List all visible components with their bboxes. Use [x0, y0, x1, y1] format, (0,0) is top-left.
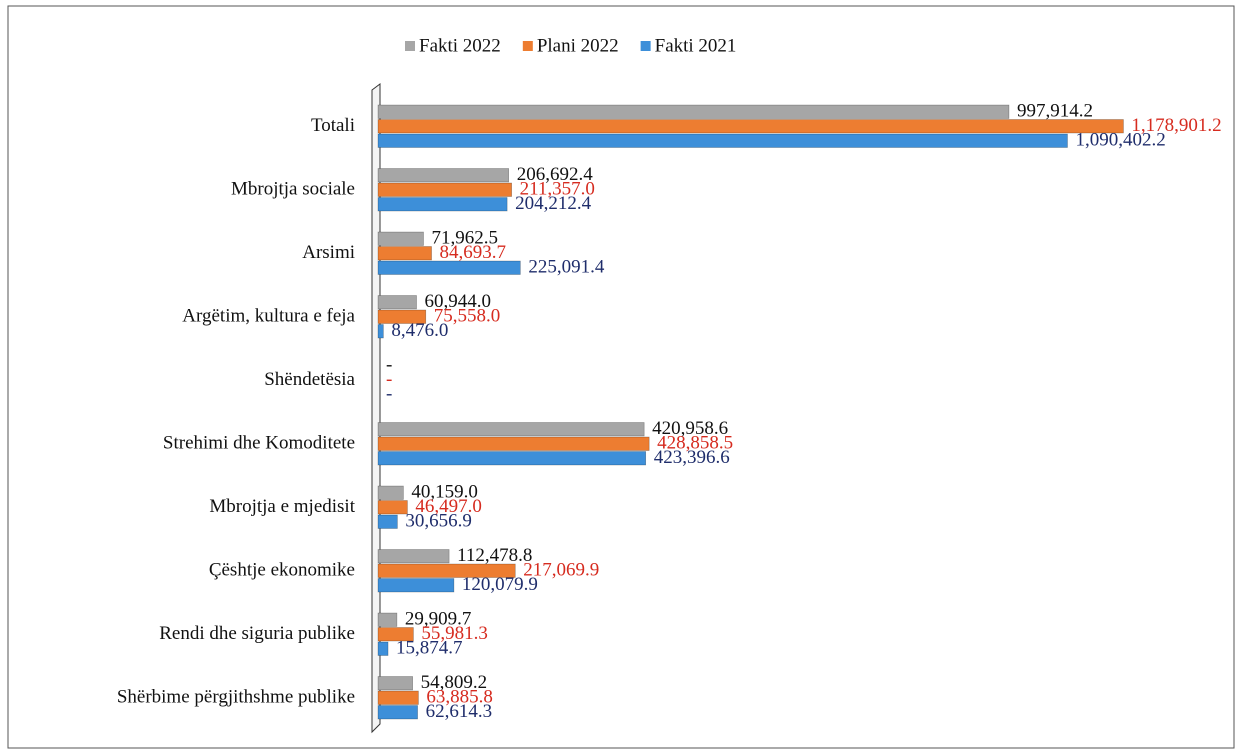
- legend: Fakti 2022 Plani 2022 Fakti 2021: [405, 35, 736, 56]
- data-label: 62,614.3: [426, 701, 493, 722]
- bar: [377, 514, 398, 529]
- data-label: 40,159.0: [411, 482, 478, 503]
- bar: [377, 641, 389, 656]
- data-label: 211,357.0: [520, 179, 595, 200]
- data-label: 204,212.4: [515, 193, 592, 214]
- data-label: 420,958.6: [652, 418, 728, 439]
- data-label: -: [386, 369, 392, 390]
- bar: [377, 168, 509, 183]
- y-tick-label: Totali: [311, 115, 355, 136]
- legend-label: Fakti 2021: [655, 35, 737, 56]
- data-label: 423,396.6: [654, 447, 730, 468]
- data-label: 428,858.5: [657, 433, 733, 454]
- y-tick-label: Mbrojtja sociale: [231, 179, 355, 200]
- bar: [377, 422, 645, 437]
- y-tick-label: Mbrojtja e mjedisit: [209, 496, 355, 517]
- legend-swatch: [522, 41, 533, 51]
- data-label: 60,944.0: [425, 291, 492, 312]
- chart-frame: [7, 5, 1235, 749]
- bar: [377, 133, 1068, 148]
- bar: [377, 295, 417, 310]
- bar: [377, 627, 414, 642]
- bar: [377, 197, 508, 212]
- bar: [377, 563, 516, 578]
- bar: [377, 676, 413, 691]
- data-label: 112,478.8: [457, 545, 532, 566]
- data-label: 84,693.7: [440, 242, 507, 263]
- data-label: 55,981.3: [421, 623, 488, 644]
- bar: [377, 549, 450, 564]
- data-label: -: [386, 355, 392, 376]
- y-tick-label: Argëtim, kultura e feja: [182, 306, 355, 327]
- y-tick-label: Rendi dhe siguria publike: [159, 623, 355, 644]
- data-label: 15,874.7: [396, 638, 463, 659]
- data-label: 63,885.8: [426, 687, 493, 708]
- data-label: 46,497.0: [415, 496, 482, 517]
- data-label: 30,656.9: [405, 511, 472, 532]
- bar: [377, 260, 521, 275]
- bar: [377, 451, 647, 466]
- y-tick-label: Çështje ekonomike: [209, 560, 355, 581]
- bar: [377, 104, 1010, 119]
- bar: [377, 578, 455, 593]
- bar: [377, 612, 398, 627]
- data-label: 54,809.2: [421, 672, 488, 693]
- data-label: 217,069.9: [523, 560, 599, 581]
- bar: [377, 182, 512, 197]
- legend-label: Fakti 2022: [419, 35, 501, 56]
- data-label: 29,909.7: [405, 609, 472, 630]
- bar: [377, 690, 419, 705]
- data-label: 75,558.0: [434, 306, 501, 327]
- bar: [377, 436, 650, 451]
- data-label: -: [386, 384, 392, 405]
- bar: [377, 500, 408, 515]
- data-label: 1,090,402.2: [1075, 130, 1165, 151]
- data-label: 1,178,901.2: [1131, 115, 1221, 136]
- y-tick-label: Strehimi dhe Komoditete: [163, 433, 355, 454]
- data-label: 71,962.5: [432, 228, 499, 249]
- bar: [377, 324, 384, 339]
- y-tick-label: Shëndetësia: [264, 369, 355, 390]
- bar: [377, 246, 432, 261]
- bar: [377, 485, 404, 500]
- legend-swatch: [640, 41, 651, 51]
- data-label: 8,476.0: [391, 320, 448, 341]
- data-label: 997,914.2: [1017, 101, 1093, 122]
- y-tick-label: Arsimi: [302, 242, 355, 263]
- legend-swatch: [405, 41, 415, 51]
- data-label: 206,692.4: [517, 164, 594, 185]
- y-tick-label: Shërbime përgjithshme publike: [117, 687, 355, 708]
- bar: [377, 705, 418, 720]
- bar: [377, 231, 424, 246]
- bar: [377, 119, 1124, 134]
- legend-label: Plani 2022: [537, 35, 619, 56]
- bar: [377, 309, 427, 324]
- data-label: 120,079.9: [462, 574, 538, 595]
- data-label: 225,091.4: [528, 257, 605, 278]
